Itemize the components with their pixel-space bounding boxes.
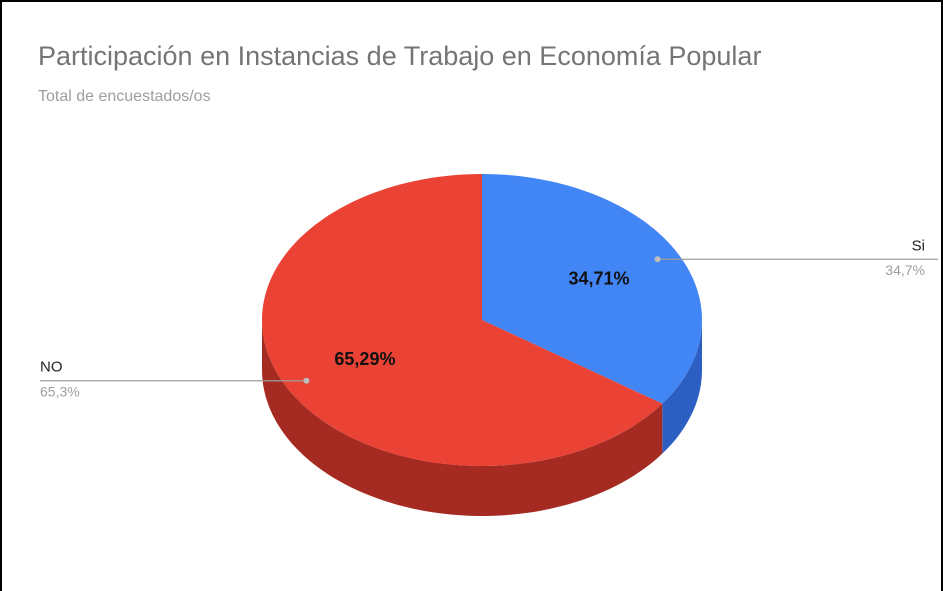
callout-dot bbox=[303, 377, 310, 384]
chart-subtitle: Total de encuestados/os bbox=[38, 88, 211, 105]
callout-dot bbox=[654, 256, 661, 263]
callout-name: Si bbox=[912, 237, 925, 254]
pie-side bbox=[662, 320, 702, 454]
pie-side bbox=[262, 320, 663, 516]
callout-value: 34,7% bbox=[885, 262, 925, 278]
callout-value: 65,3% bbox=[40, 383, 80, 399]
data-label: 65,29% bbox=[334, 349, 395, 369]
pie-slice bbox=[482, 174, 702, 404]
callout-name: NO bbox=[40, 359, 63, 376]
chart-title: Participación en Instancias de Trabajo e… bbox=[38, 41, 761, 71]
pie-slice bbox=[262, 174, 663, 466]
data-label: 34,71% bbox=[569, 268, 630, 288]
